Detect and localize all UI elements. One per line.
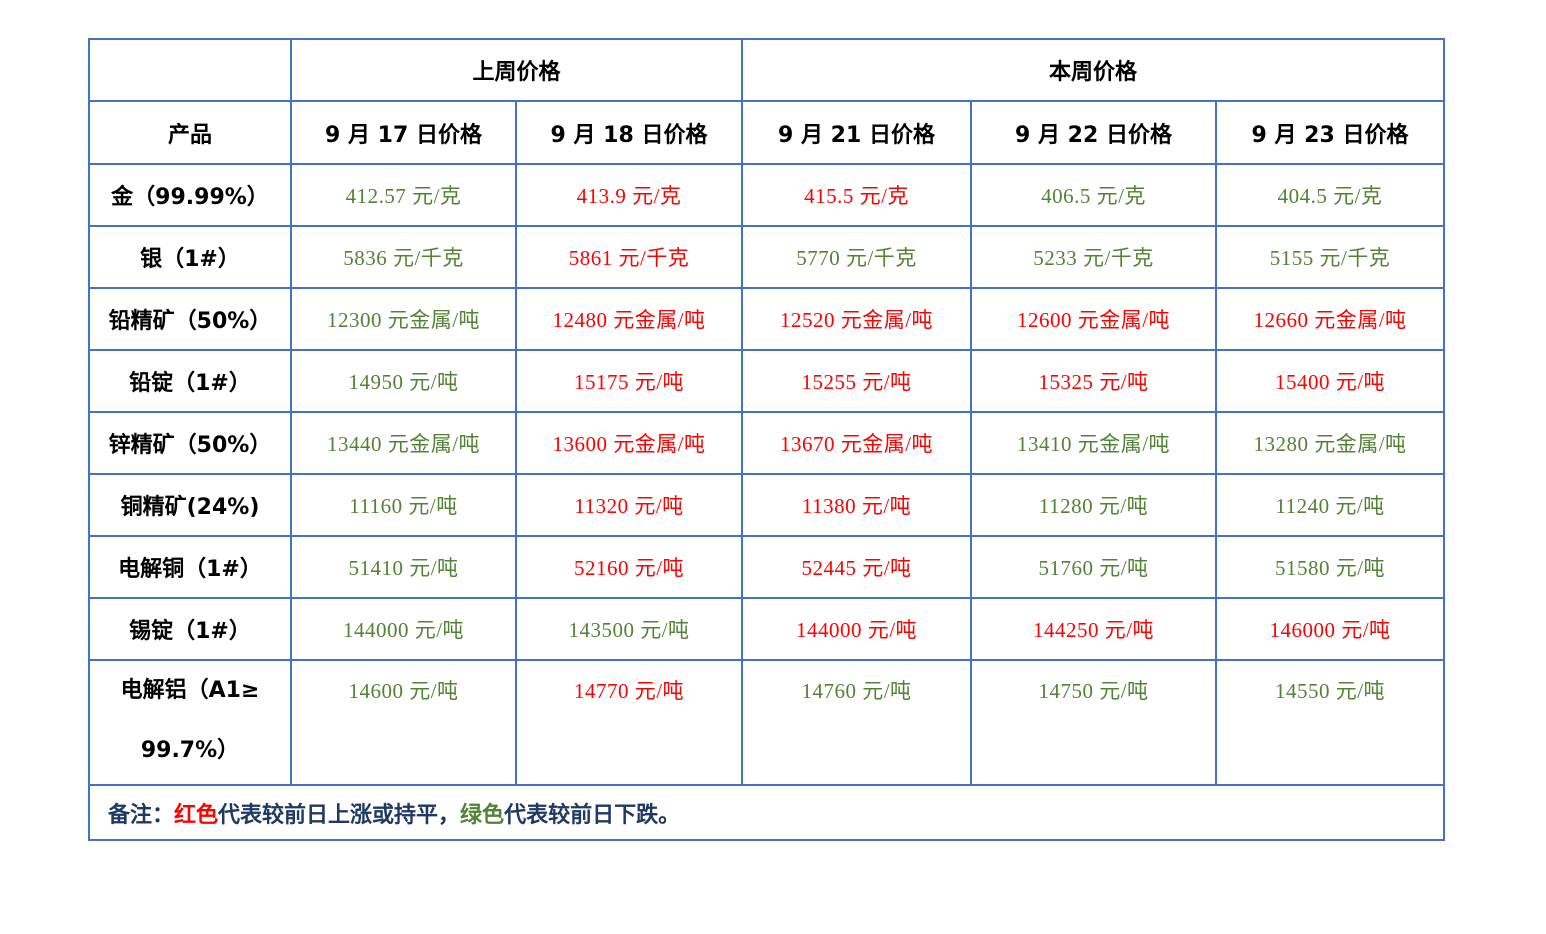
week-header-row: 上周价格 本周价格 xyxy=(88,38,1445,102)
price-cell: 13410 元金属/吨 xyxy=(970,411,1217,475)
price-cell: 14550 元/吨 xyxy=(1215,659,1445,786)
price-cell: 11160 元/吨 xyxy=(290,473,517,537)
table-row-electrolytic-aluminum: 电解铝（A1≥ 99.7%） 14600 元/吨 14770 元/吨 14760… xyxy=(88,659,1445,786)
price-cell: 14750 元/吨 xyxy=(970,659,1217,786)
date-column-header-sep22: 9 月 22 日价格 xyxy=(970,100,1217,165)
table-row-lead-concentrate: 铅精矿（50%） 12300 元金属/吨 12480 元金属/吨 12520 元… xyxy=(88,287,1445,351)
price-cell: 15325 元/吨 xyxy=(970,349,1217,413)
metal-price-table: 上周价格 本周价格 产品 9 月 17 日价格 9 月 18 日价格 9 月 2… xyxy=(88,38,1445,841)
price-cell: 13440 元金属/吨 xyxy=(290,411,517,475)
note-green-desc: 代表较前日下跌。 xyxy=(504,801,681,827)
price-cell: 144000 元/吨 xyxy=(290,597,517,661)
this-week-header: 本周价格 xyxy=(741,38,1445,102)
price-cell: 12600 元金属/吨 xyxy=(970,287,1217,351)
product-column-header: 产品 xyxy=(88,100,292,165)
price-cell: 14770 元/吨 xyxy=(515,659,743,786)
price-cell: 412.57 元/克 xyxy=(290,163,517,227)
date-column-header-sep18: 9 月 18 日价格 xyxy=(515,100,743,165)
note-red-desc: 代表较前日上涨或持平， xyxy=(218,801,461,827)
price-cell: 144000 元/吨 xyxy=(741,597,972,661)
price-cell: 13670 元金属/吨 xyxy=(741,411,972,475)
note-cell: 备注：红色代表较前日上涨或持平，绿色代表较前日下跌。 xyxy=(88,784,1445,841)
price-cell: 12300 元金属/吨 xyxy=(290,287,517,351)
price-cell: 143500 元/吨 xyxy=(515,597,743,661)
price-cell: 14950 元/吨 xyxy=(290,349,517,413)
price-cell: 11320 元/吨 xyxy=(515,473,743,537)
table-row-gold: 金（99.99%） 412.57 元/克 413.9 元/克 415.5 元/克… xyxy=(88,163,1445,227)
product-name: 电解铝（A1≥ 99.7%） xyxy=(88,659,292,786)
product-name-line2: 99.7%） xyxy=(140,738,240,763)
price-cell: 12520 元金属/吨 xyxy=(741,287,972,351)
product-name: 银（1#） xyxy=(88,225,292,289)
date-column-header-sep21: 9 月 21 日价格 xyxy=(741,100,972,165)
price-cell: 52160 元/吨 xyxy=(515,535,743,599)
price-cell: 415.5 元/克 xyxy=(741,163,972,227)
date-header-row: 产品 9 月 17 日价格 9 月 18 日价格 9 月 21 日价格 9 月 … xyxy=(88,100,1445,165)
price-cell: 51760 元/吨 xyxy=(970,535,1217,599)
price-cell: 5155 元/千克 xyxy=(1215,225,1445,289)
price-cell: 5861 元/千克 xyxy=(515,225,743,289)
product-name-line1: 电解铝（A1≥ xyxy=(120,678,260,703)
price-cell: 146000 元/吨 xyxy=(1215,597,1445,661)
note-red-word: 红色 xyxy=(174,801,219,827)
price-cell: 11280 元/吨 xyxy=(970,473,1217,537)
product-name: 电解铜（1#） xyxy=(88,535,292,599)
price-cell: 5233 元/千克 xyxy=(970,225,1217,289)
price-cell: 11380 元/吨 xyxy=(741,473,972,537)
price-cell: 12480 元金属/吨 xyxy=(515,287,743,351)
product-name: 铜精矿(24%) xyxy=(88,473,292,537)
price-cell: 406.5 元/克 xyxy=(970,163,1217,227)
price-cell: 5836 元/千克 xyxy=(290,225,517,289)
price-cell: 13600 元金属/吨 xyxy=(515,411,743,475)
table-row-zinc-concentrate: 锌精矿（50%） 13440 元金属/吨 13600 元金属/吨 13670 元… xyxy=(88,411,1445,475)
table-row-copper-concentrate: 铜精矿(24%) 11160 元/吨 11320 元/吨 11380 元/吨 1… xyxy=(88,473,1445,537)
price-cell: 52445 元/吨 xyxy=(741,535,972,599)
product-name: 铅精矿（50%） xyxy=(88,287,292,351)
table-row-lead-ingot: 铅锭（1#） 14950 元/吨 15175 元/吨 15255 元/吨 153… xyxy=(88,349,1445,413)
price-cell: 13280 元金属/吨 xyxy=(1215,411,1445,475)
last-week-header: 上周价格 xyxy=(290,38,743,102)
price-cell: 15255 元/吨 xyxy=(741,349,972,413)
table-row-electrolytic-copper: 电解铜（1#） 51410 元/吨 52160 元/吨 52445 元/吨 51… xyxy=(88,535,1445,599)
price-cell: 15400 元/吨 xyxy=(1215,349,1445,413)
price-cell: 404.5 元/克 xyxy=(1215,163,1445,227)
note-prefix: 备注： xyxy=(108,801,175,827)
price-cell: 51410 元/吨 xyxy=(290,535,517,599)
price-cell: 12660 元金属/吨 xyxy=(1215,287,1445,351)
product-name: 锡锭（1#） xyxy=(88,597,292,661)
product-name: 金（99.99%） xyxy=(88,163,292,227)
price-cell: 51580 元/吨 xyxy=(1215,535,1445,599)
table-row-tin-ingot: 锡锭（1#） 144000 元/吨 143500 元/吨 144000 元/吨 … xyxy=(88,597,1445,661)
price-cell: 413.9 元/克 xyxy=(515,163,743,227)
date-column-header-sep23: 9 月 23 日价格 xyxy=(1215,100,1445,165)
price-cell: 15175 元/吨 xyxy=(515,349,743,413)
product-name: 锌精矿（50%） xyxy=(88,411,292,475)
price-cell: 5770 元/千克 xyxy=(741,225,972,289)
price-cell: 144250 元/吨 xyxy=(970,597,1217,661)
table-row-silver: 银（1#） 5836 元/千克 5861 元/千克 5770 元/千克 5233… xyxy=(88,225,1445,289)
corner-blank-cell xyxy=(88,38,292,102)
note-row: 备注：红色代表较前日上涨或持平，绿色代表较前日下跌。 xyxy=(88,784,1445,841)
price-cell: 11240 元/吨 xyxy=(1215,473,1445,537)
note-green-word: 绿色 xyxy=(460,801,505,827)
product-name: 铅锭（1#） xyxy=(88,349,292,413)
date-column-header-sep17: 9 月 17 日价格 xyxy=(290,100,517,165)
price-cell: 14600 元/吨 xyxy=(290,659,517,786)
price-cell: 14760 元/吨 xyxy=(741,659,972,786)
